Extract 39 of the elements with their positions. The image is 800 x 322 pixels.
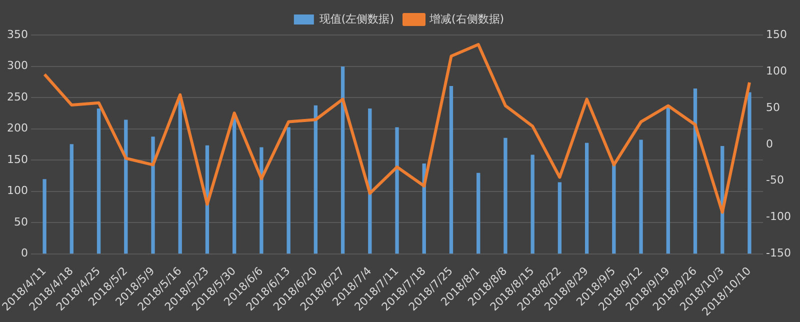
y-tick-label: 150 (6, 152, 28, 166)
y2-tick-label: 0 (766, 137, 774, 150)
bar (260, 147, 264, 254)
bar (530, 154, 534, 254)
bar (42, 179, 46, 254)
bar (395, 127, 399, 254)
bar (340, 66, 345, 254)
y2-tick-label: -50 (766, 174, 784, 187)
y-tick-label: 0 (20, 246, 28, 260)
bar (476, 172, 480, 254)
bar (70, 144, 74, 254)
y2-tick-label: 100 (766, 64, 788, 78)
y-tick-label: 200 (6, 122, 28, 135)
legend-label: 现值(左侧数据) (319, 12, 394, 26)
bar (151, 136, 155, 254)
bar (504, 138, 508, 254)
bar (666, 106, 670, 254)
bar (612, 164, 616, 254)
y2-tick-label: -150 (766, 246, 792, 260)
bar (124, 120, 128, 254)
y-tick-label: 300 (6, 59, 28, 72)
bar (639, 140, 643, 254)
legend-label: 增减(右侧数据) (428, 12, 504, 26)
bar (449, 86, 454, 254)
bar (368, 108, 372, 254)
bar (748, 92, 752, 254)
bar (314, 105, 318, 254)
bar (286, 127, 290, 254)
y-tick-label: 250 (6, 90, 28, 104)
bar (96, 108, 101, 254)
y-tick-label: 350 (6, 28, 28, 41)
y2-tick-label: -100 (766, 210, 792, 224)
bar (584, 142, 589, 254)
y-tick-label: 100 (6, 184, 28, 198)
bar (693, 88, 698, 254)
y2-tick-label: 150 (766, 28, 788, 41)
y2-tick-label: 50 (766, 100, 780, 114)
y-tick-label: 50 (14, 215, 28, 228)
bar (558, 182, 562, 254)
